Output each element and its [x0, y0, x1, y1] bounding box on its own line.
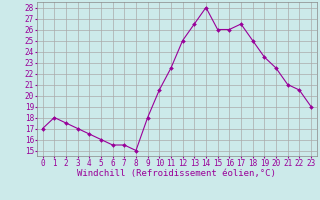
- X-axis label: Windchill (Refroidissement éolien,°C): Windchill (Refroidissement éolien,°C): [77, 169, 276, 178]
